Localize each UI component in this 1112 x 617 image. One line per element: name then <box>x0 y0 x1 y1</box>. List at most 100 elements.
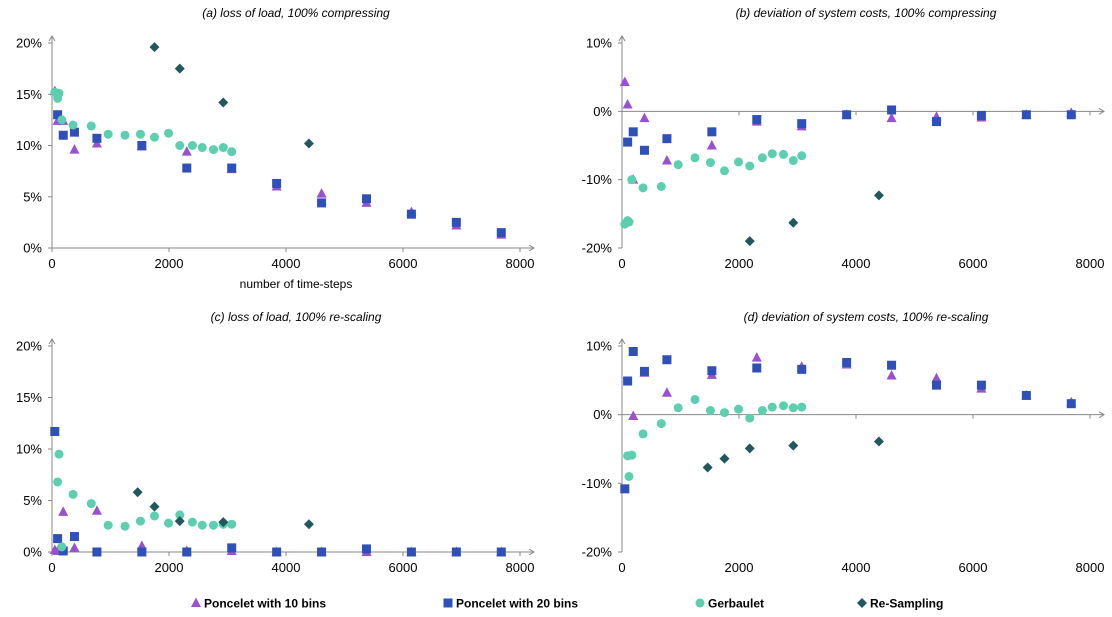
y-axis-arrow <box>48 35 56 42</box>
data-point-gerbaulet <box>778 149 788 159</box>
data-point-poncelet20 <box>406 209 416 219</box>
chart-panel-d: (d) deviation of system costs, 100% re-s… <box>582 310 1105 575</box>
x-tick-label: 8000 <box>506 256 535 271</box>
data-point-resampling <box>149 501 160 512</box>
data-point-poncelet20 <box>639 145 649 155</box>
chart-panel-b: (b) deviation of system costs, 100% comp… <box>582 6 1105 271</box>
x-axis-label: number of time-steps <box>240 277 353 291</box>
data-point-poncelet10 <box>661 387 672 397</box>
data-point-resampling <box>719 453 730 464</box>
data-point-gerbaulet <box>149 511 159 521</box>
data-point-poncelet20 <box>69 532 79 542</box>
x-tick-label: 8000 <box>1076 256 1105 271</box>
data-point-poncelet20 <box>451 217 461 227</box>
data-point-poncelet20 <box>1021 110 1031 120</box>
x-tick-label: 4000 <box>272 256 301 271</box>
y-tick-label: 10% <box>586 36 612 51</box>
data-point-gerbaulet <box>187 141 197 150</box>
chart-title: (c) loss of load, 100% re-scaling <box>211 310 382 324</box>
data-point-gerbaulet <box>705 406 715 416</box>
data-point-poncelet10 <box>886 112 897 123</box>
data-point-resampling <box>218 517 229 528</box>
chart-panel-a: (a) loss of load, 100% compressing 0% 5% 10… <box>16 6 535 291</box>
data-point-poncelet20 <box>53 534 63 544</box>
data-point-poncelet20 <box>496 547 506 557</box>
data-point-poncelet20 <box>1021 390 1031 400</box>
y-axis-arrow <box>618 338 626 345</box>
y-tick-label: 15% <box>16 87 42 102</box>
data-point-poncelet10 <box>91 505 102 515</box>
data-point-gerbaulet <box>103 520 113 530</box>
data-point-poncelet20 <box>797 364 807 374</box>
x-tick-label: 2000 <box>725 256 754 271</box>
data-point-poncelet20 <box>976 110 986 120</box>
series-resampling <box>744 190 884 247</box>
legend-marker-resampling <box>857 598 867 608</box>
data-point-poncelet10 <box>628 410 639 421</box>
data-point-poncelet20 <box>92 547 102 557</box>
data-point-resampling <box>174 63 185 74</box>
y-tick-label: 0% <box>593 104 612 119</box>
data-point-poncelet20 <box>182 547 192 557</box>
x-tick-label: 4000 <box>842 256 871 271</box>
data-point-poncelet20 <box>797 119 807 129</box>
data-point-poncelet20 <box>662 355 672 365</box>
data-point-resampling <box>873 436 884 447</box>
data-point-poncelet20 <box>931 117 941 127</box>
data-point-gerbaulet <box>656 182 666 191</box>
data-point-poncelet10 <box>622 99 633 109</box>
data-point-poncelet20 <box>1066 399 1076 409</box>
data-point-poncelet10 <box>751 352 762 362</box>
data-point-resampling <box>788 440 799 451</box>
data-point-gerbaulet <box>788 403 798 413</box>
data-point-poncelet20 <box>53 110 63 120</box>
data-point-resampling <box>174 516 185 527</box>
data-point-gerbaulet <box>135 516 145 526</box>
data-point-poncelet20 <box>620 484 630 494</box>
y-tick-label: 20% <box>16 339 42 354</box>
data-point-poncelet20 <box>752 363 762 373</box>
series-poncelet10 <box>628 352 1077 421</box>
data-point-resampling <box>744 443 755 454</box>
data-point-poncelet20 <box>707 366 717 376</box>
y-tick-label: 0% <box>23 545 42 560</box>
data-point-poncelet10 <box>181 146 192 156</box>
data-point-poncelet20 <box>628 346 638 356</box>
data-point-poncelet20 <box>496 228 506 238</box>
data-point-gerbaulet <box>778 401 788 411</box>
data-point-poncelet20 <box>639 366 649 376</box>
series-poncelet20 <box>50 426 506 557</box>
data-point-poncelet20 <box>69 127 79 137</box>
data-point-poncelet20 <box>227 163 237 173</box>
legend-marker-poncelet20 <box>443 598 453 608</box>
legend-label: Gerbaulet <box>708 597 764 611</box>
data-point-poncelet20 <box>50 426 60 436</box>
chart-panel-c: (c) loss of load, 100% re-scaling 0% 5% 10%… <box>16 310 535 575</box>
data-point-poncelet20 <box>623 376 633 386</box>
data-point-gerbaulet <box>656 419 666 429</box>
legend: Poncelet with 10 bins Poncelet with 20 bi… <box>191 597 943 611</box>
y-tick-label: 10% <box>16 442 42 457</box>
data-point-resampling <box>132 487 143 498</box>
data-point-gerbaulet <box>767 402 777 412</box>
data-point-gerbaulet <box>673 403 683 413</box>
series-poncelet20 <box>623 105 1076 155</box>
data-point-poncelet10 <box>661 155 672 165</box>
y-tick-label: -20% <box>582 545 613 560</box>
data-point-resampling <box>744 236 755 247</box>
data-point-gerbaulet <box>135 129 145 139</box>
y-tick-label: 0% <box>593 407 612 422</box>
data-point-poncelet20 <box>707 127 717 137</box>
legend-item-poncelet20: Poncelet with 20 bins <box>443 597 578 611</box>
data-point-gerbaulet <box>103 129 113 139</box>
data-point-gerbaulet <box>767 149 777 159</box>
data-point-gerbaulet <box>149 132 159 142</box>
data-point-gerbaulet <box>175 141 185 150</box>
data-point-gerbaulet <box>627 450 637 460</box>
data-point-poncelet20 <box>58 130 68 140</box>
data-point-gerbaulet <box>638 183 648 193</box>
x-tick-label: 8000 <box>1076 560 1105 575</box>
data-point-gerbaulet <box>788 156 798 166</box>
data-point-resampling <box>303 519 314 530</box>
x-axis-arrow <box>1098 107 1105 115</box>
